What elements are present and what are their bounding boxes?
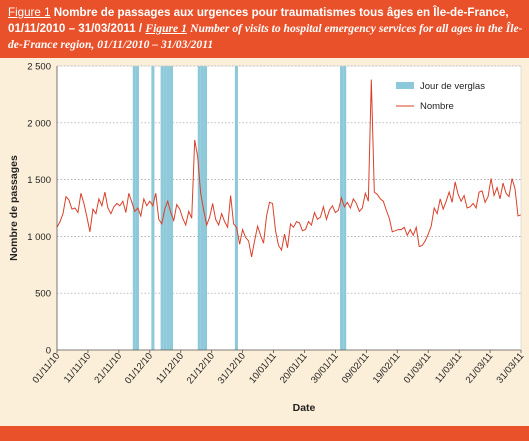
x-tick-label: 21/03/11 (464, 351, 496, 386)
x-tick-label: 01/03/11 (402, 351, 434, 386)
figure-label-fr: Figure 1 (8, 6, 51, 19)
verglas-bar (200, 66, 204, 350)
x-tick-label: 31/03/11 (495, 351, 527, 386)
verglas-bar (169, 66, 173, 350)
x-tick-label: 21/11/10 (92, 351, 124, 386)
y-axis-title: Nombre de passages (8, 155, 20, 261)
x-tick-label: 20/01/11 (278, 351, 310, 386)
figure-header: Figure 1 Nombre de passages aux urgences… (0, 0, 529, 58)
y-tick-label: 1 000 (27, 232, 51, 243)
verglas-bar (160, 66, 164, 350)
x-tick-label: 31/12/10 (216, 351, 248, 386)
y-tick-label: 1 500 (27, 175, 51, 186)
y-tick-label: 2 000 (27, 118, 51, 129)
x-tick-label: 01/12/10 (123, 351, 155, 386)
title-fr: Nombre de passages aux urgences pour tra… (8, 6, 509, 35)
legend-label-nombre: Nombre (420, 101, 454, 112)
legend-label-verglas: Jour de verglas (420, 81, 485, 92)
x-tick-label: 09/02/11 (340, 351, 372, 386)
verglas-bar (197, 66, 201, 350)
verglas-bar (234, 66, 238, 350)
x-tick-label: 11/11/10 (62, 351, 93, 385)
y-tick-labels: 0 500 1 000 1 500 2 000 2 500 (27, 62, 51, 357)
legend-swatch-verglas (396, 82, 414, 89)
verglas-bar (166, 66, 170, 350)
x-tick-label: 19/02/11 (371, 351, 403, 386)
figure-title: Figure 1 Nombre de passages aux urgences… (8, 5, 523, 53)
axes (56, 65, 522, 353)
x-tick-label: 10/01/11 (247, 351, 279, 386)
verglas-bar (203, 66, 208, 350)
x-axis-title: Date (293, 402, 316, 414)
legend: Jour de verglas Nombre (396, 81, 485, 112)
title-en: Number of visits to hospital emergency s… (8, 22, 523, 51)
y-tick-label: 500 (35, 289, 51, 300)
x-tick-label: 21/12/10 (185, 351, 217, 386)
figure-label-en: Figure 1 (145, 22, 187, 35)
x-tick-label: 11/12/10 (154, 351, 186, 386)
verglas-bar (132, 66, 136, 350)
y-tick-label: 0 (46, 346, 51, 357)
verglas-bar (343, 66, 347, 350)
verglas-bar (340, 66, 344, 350)
x-tick-label: 11/03/11 (433, 351, 464, 385)
x-tick-label: 30/01/11 (309, 351, 341, 386)
bottom-bar (0, 426, 529, 441)
series-line-nombre (56, 79, 522, 257)
y-tick-label: 2 500 (27, 62, 51, 73)
verglas-bar (151, 66, 155, 350)
